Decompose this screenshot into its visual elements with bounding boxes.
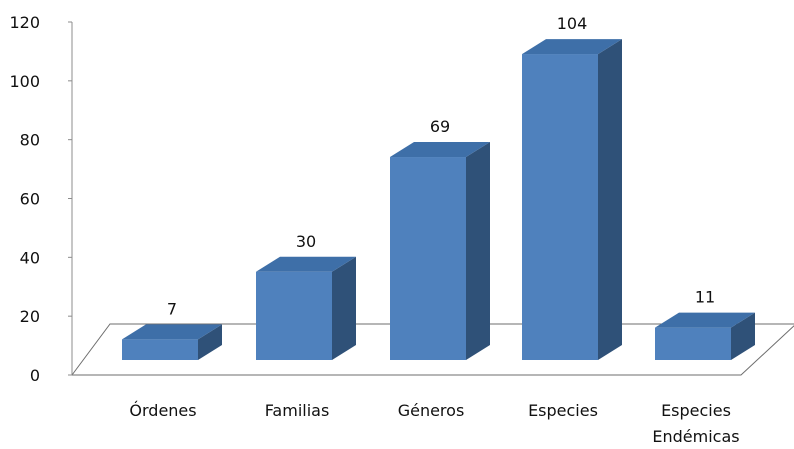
data-label: 11 — [695, 288, 715, 307]
category-label: Especies Endémicas — [652, 401, 739, 446]
bar-top-face — [122, 324, 222, 340]
bar-top-face — [655, 312, 755, 328]
bar-front-face — [122, 339, 198, 360]
bar-side-face — [731, 312, 755, 360]
y-tick-label: 80 — [20, 131, 40, 150]
y-tick-label: 0 — [30, 366, 40, 385]
data-label: 7 — [167, 299, 177, 318]
bar — [256, 256, 356, 360]
category-label: Géneros — [398, 401, 465, 420]
bar-side-face — [332, 256, 356, 360]
y-tick-label: 100 — [9, 72, 40, 91]
bar-top-face — [390, 142, 490, 158]
bar-side-face — [598, 39, 622, 361]
bar-front-face — [522, 54, 598, 361]
bar — [122, 324, 222, 360]
category-label: Órdenes — [129, 401, 196, 420]
bar — [655, 312, 755, 360]
bar-side-face — [198, 324, 222, 360]
y-tick-label: 120 — [9, 13, 40, 32]
bar — [390, 142, 490, 360]
bars — [122, 39, 755, 361]
bar-front-face — [390, 157, 466, 360]
y-tick-label: 40 — [20, 248, 40, 267]
y-tick-label: 20 — [20, 307, 40, 326]
data-label: 104 — [557, 14, 588, 33]
category-label: Familias — [265, 401, 330, 420]
data-label: 30 — [296, 232, 316, 251]
data-label: 69 — [430, 117, 450, 136]
bar-top-face — [256, 256, 356, 272]
category-label: Especies — [528, 401, 598, 420]
category-label-line: Endémicas — [652, 427, 739, 446]
labels: 7 Órdenes 30 Familias 69 Géneros 104 Especies 11… — [129, 14, 739, 446]
category-label-line: Especies — [661, 401, 731, 420]
bar — [522, 39, 622, 361]
value-axis: 0 20 40 60 80 100 120 — [9, 13, 73, 385]
bar-front-face — [655, 327, 731, 360]
bar-top-face — [522, 39, 622, 55]
bar-side-face — [466, 142, 490, 360]
y-tick-label: 60 — [20, 190, 40, 209]
bar-front-face — [256, 271, 332, 360]
